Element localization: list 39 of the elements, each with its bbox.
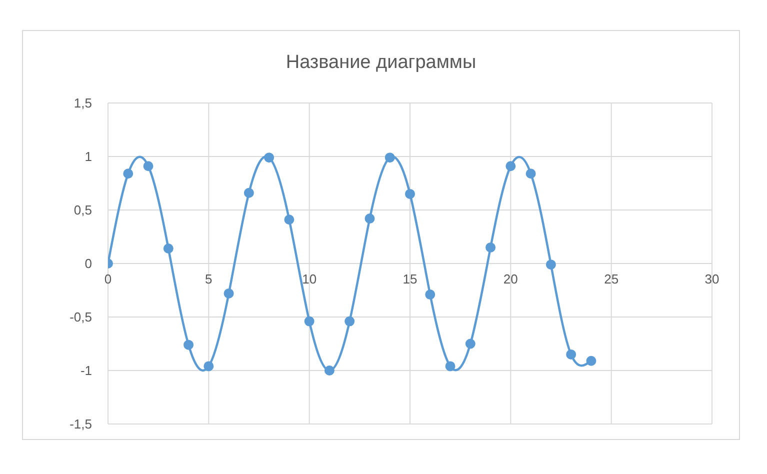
point	[566, 349, 576, 360]
y-tick-label: -1,5	[70, 416, 92, 432]
point	[143, 161, 154, 172]
point	[486, 242, 496, 252]
chart-title: Название диаграммы	[284, 52, 478, 74]
point	[224, 288, 234, 298]
point	[264, 152, 274, 163]
point	[425, 290, 436, 300]
y-tick-label: 1	[84, 149, 92, 164]
point	[384, 152, 395, 163]
point	[324, 366, 334, 376]
x-tick-label: 20	[503, 272, 518, 286]
point	[184, 340, 194, 350]
point	[244, 188, 254, 198]
y-tick-label: -0,5	[70, 310, 92, 325]
y-tick-label: 1,5	[74, 96, 92, 111]
point	[123, 168, 134, 179]
point	[586, 356, 596, 366]
x-tick-label: 25	[604, 272, 619, 286]
point	[445, 361, 456, 372]
x-tick-label: 15	[402, 272, 418, 286]
point	[465, 338, 476, 349]
y-tick-label: 0	[84, 256, 92, 272]
point	[204, 361, 214, 372]
point	[344, 316, 355, 326]
x-tick-label: 30	[704, 272, 720, 286]
point	[304, 316, 314, 326]
point	[364, 214, 375, 224]
point	[526, 168, 536, 179]
point	[405, 188, 415, 199]
x-tick-label: 5	[205, 272, 212, 286]
x-tick-label: 10	[302, 272, 317, 286]
point	[284, 214, 294, 225]
y-tick-label: 0,5	[74, 202, 92, 218]
point	[546, 260, 556, 270]
point	[506, 161, 516, 172]
y-tick-label: -1	[80, 363, 92, 378]
point	[163, 244, 174, 254]
x-tick-label: 0	[104, 272, 112, 286]
